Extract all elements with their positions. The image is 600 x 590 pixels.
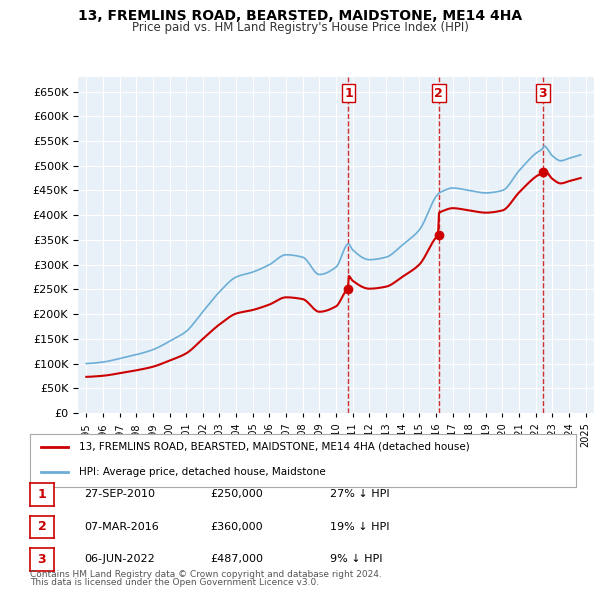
Text: 3: 3 — [38, 553, 46, 566]
Text: 1: 1 — [344, 87, 353, 100]
Text: 27% ↓ HPI: 27% ↓ HPI — [330, 490, 389, 499]
Text: Contains HM Land Registry data © Crown copyright and database right 2024.: Contains HM Land Registry data © Crown c… — [30, 571, 382, 579]
Text: 13, FREMLINS ROAD, BEARSTED, MAIDSTONE, ME14 4HA (detached house): 13, FREMLINS ROAD, BEARSTED, MAIDSTONE, … — [79, 442, 470, 452]
Text: 9% ↓ HPI: 9% ↓ HPI — [330, 555, 383, 564]
Text: £360,000: £360,000 — [210, 522, 263, 532]
Text: £487,000: £487,000 — [210, 555, 263, 564]
Text: 2: 2 — [38, 520, 46, 533]
Text: This data is licensed under the Open Government Licence v3.0.: This data is licensed under the Open Gov… — [30, 578, 319, 587]
Text: 27-SEP-2010: 27-SEP-2010 — [84, 490, 155, 499]
Text: £250,000: £250,000 — [210, 490, 263, 499]
Text: Price paid vs. HM Land Registry's House Price Index (HPI): Price paid vs. HM Land Registry's House … — [131, 21, 469, 34]
Text: 13, FREMLINS ROAD, BEARSTED, MAIDSTONE, ME14 4HA: 13, FREMLINS ROAD, BEARSTED, MAIDSTONE, … — [78, 9, 522, 23]
Text: HPI: Average price, detached house, Maidstone: HPI: Average price, detached house, Maid… — [79, 467, 326, 477]
Text: 2: 2 — [434, 87, 443, 100]
Text: 1: 1 — [38, 488, 46, 501]
Text: 06-JUN-2022: 06-JUN-2022 — [84, 555, 155, 564]
Text: 3: 3 — [538, 87, 547, 100]
Text: 07-MAR-2016: 07-MAR-2016 — [84, 522, 159, 532]
Text: 19% ↓ HPI: 19% ↓ HPI — [330, 522, 389, 532]
